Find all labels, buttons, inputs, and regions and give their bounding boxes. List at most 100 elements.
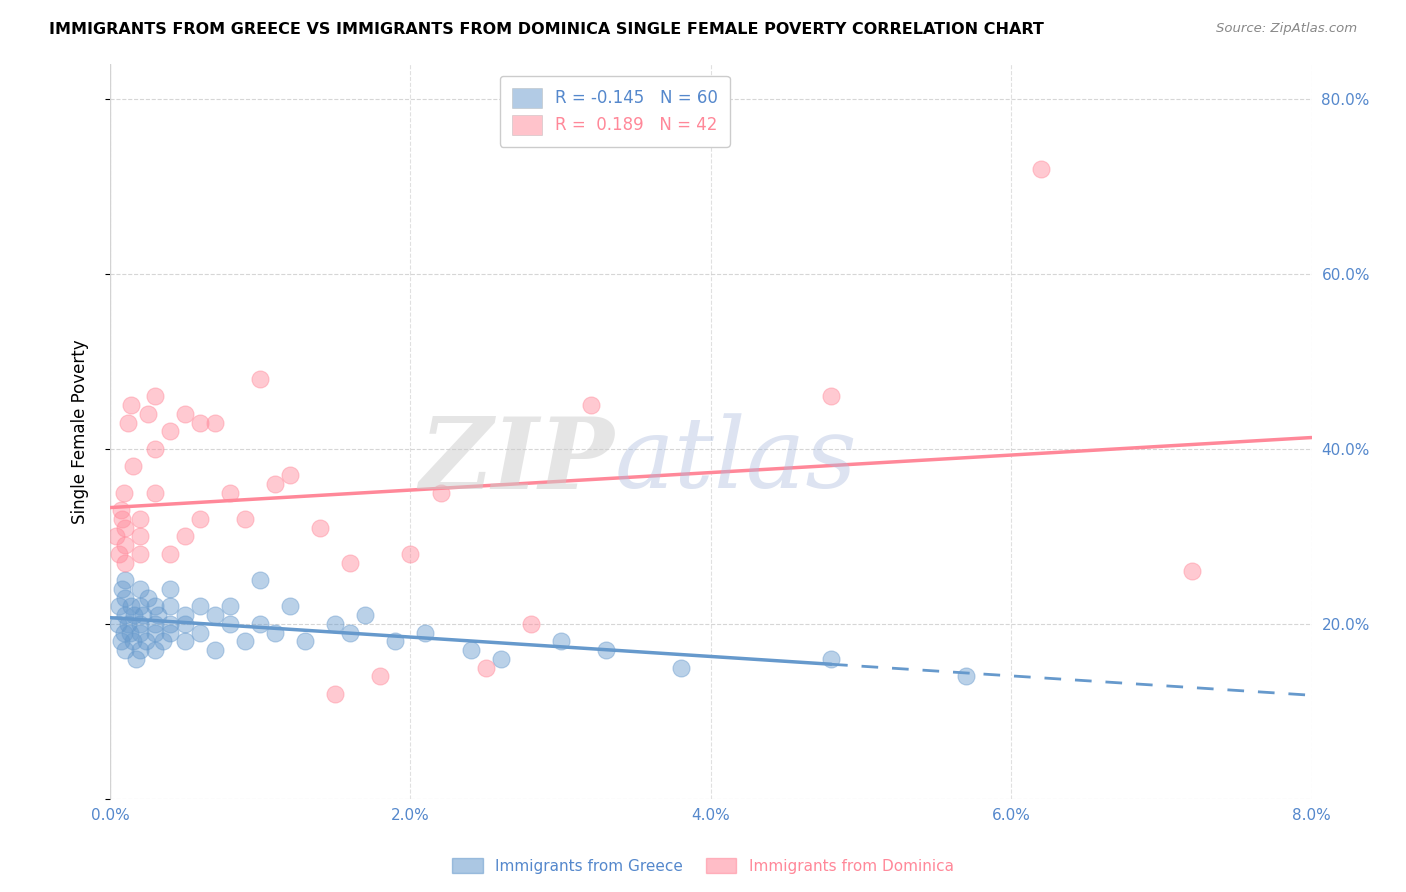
Point [820, 652, 842, 666]
Point [143, 599, 166, 614]
Point [325, 687, 347, 701]
Point [143, 389, 166, 403]
Point [114, 608, 136, 623]
Point [143, 442, 166, 456]
Point [159, 582, 181, 596]
Point [354, 608, 377, 623]
Point [955, 669, 977, 683]
Point [233, 634, 256, 648]
Point [339, 625, 361, 640]
Point [384, 634, 406, 648]
Point [278, 468, 301, 483]
Text: Source: ZipAtlas.com: Source: ZipAtlas.com [1216, 22, 1357, 36]
Point [108, 547, 131, 561]
Point [370, 669, 392, 683]
Point [129, 547, 152, 561]
Point [460, 643, 482, 657]
Point [294, 634, 316, 648]
Point [114, 521, 136, 535]
Point [129, 529, 152, 543]
Point [204, 643, 226, 657]
Point [117, 416, 139, 430]
Point [489, 652, 512, 666]
Point [264, 625, 287, 640]
Point [174, 529, 197, 543]
Point [249, 616, 271, 631]
Point [108, 599, 131, 614]
Point [249, 372, 271, 386]
Point [110, 503, 132, 517]
Point [415, 625, 437, 640]
Point [124, 652, 146, 666]
Point [309, 521, 332, 535]
Point [249, 573, 271, 587]
Point [1031, 161, 1053, 176]
Point [429, 485, 451, 500]
Point [264, 476, 287, 491]
Point [105, 529, 128, 543]
Point [112, 485, 135, 500]
Point [188, 625, 211, 640]
Point [820, 389, 842, 403]
Point [129, 512, 152, 526]
Point [120, 398, 142, 412]
Point [669, 660, 692, 674]
Point [114, 538, 136, 552]
Point [159, 425, 181, 439]
Point [110, 634, 132, 648]
Text: atlas: atlas [614, 413, 858, 508]
Point [159, 616, 181, 631]
Text: ZIP: ZIP [420, 412, 614, 509]
Point [114, 591, 136, 605]
Point [111, 582, 134, 596]
Point [174, 407, 197, 421]
Point [117, 616, 139, 631]
Point [129, 599, 152, 614]
Point [112, 625, 135, 640]
Point [159, 599, 181, 614]
Point [339, 556, 361, 570]
Point [111, 512, 134, 526]
Point [325, 616, 347, 631]
Y-axis label: Single Female Poverty: Single Female Poverty [72, 339, 89, 524]
Point [278, 599, 301, 614]
Point [579, 398, 602, 412]
Point [204, 416, 226, 430]
Point [233, 512, 256, 526]
Point [129, 616, 152, 631]
Point [219, 485, 242, 500]
Point [136, 591, 159, 605]
Point [152, 634, 174, 648]
Point [114, 556, 136, 570]
Point [550, 634, 572, 648]
Point [121, 634, 143, 648]
Point [121, 459, 143, 474]
Point [118, 625, 141, 640]
Point [107, 616, 129, 631]
Point [143, 485, 166, 500]
Point [120, 599, 142, 614]
Point [129, 643, 152, 657]
Point [132, 608, 155, 623]
Point [114, 573, 136, 587]
Point [595, 643, 617, 657]
Point [136, 407, 159, 421]
Point [1180, 565, 1202, 579]
Point [159, 625, 181, 640]
Point [188, 416, 211, 430]
Point [143, 625, 166, 640]
Legend: R = -0.145   N = 60, R =  0.189   N = 42: R = -0.145 N = 60, R = 0.189 N = 42 [501, 76, 730, 146]
Point [129, 625, 152, 640]
Point [219, 616, 242, 631]
Point [174, 608, 197, 623]
Point [188, 512, 211, 526]
Point [159, 547, 181, 561]
Point [143, 643, 166, 657]
Point [114, 643, 136, 657]
Point [474, 660, 496, 674]
Point [143, 616, 166, 631]
Point [174, 616, 197, 631]
Point [146, 608, 169, 623]
Point [174, 634, 197, 648]
Point [188, 599, 211, 614]
